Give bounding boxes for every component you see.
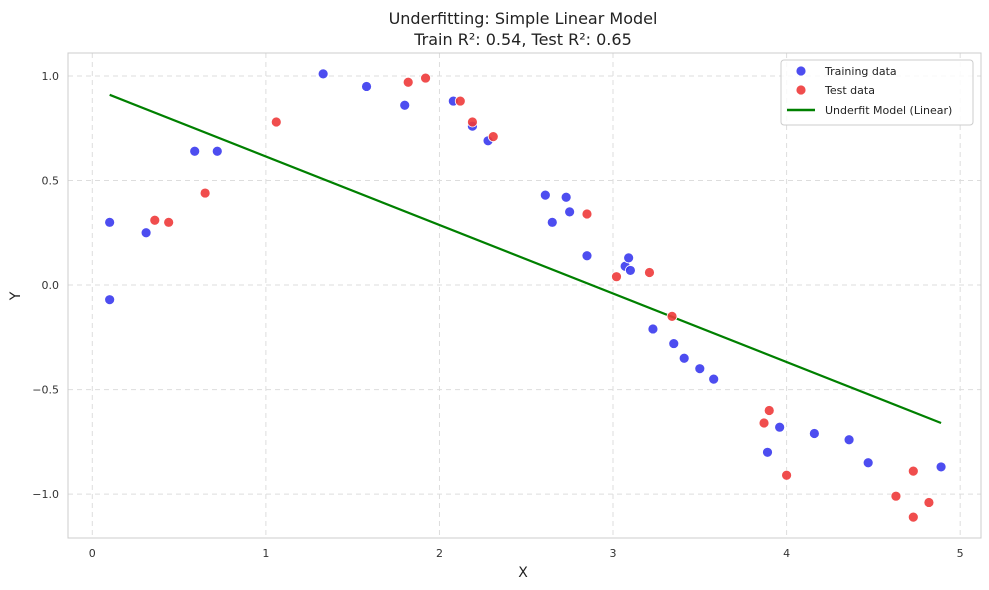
training-point: [935, 461, 947, 473]
test-point: [149, 214, 161, 226]
scatter-points: [104, 68, 947, 523]
training-point: [581, 250, 593, 262]
test-point: [763, 405, 775, 416]
training-point: [862, 457, 874, 469]
chart-title: Underfitting: Simple Linear Model: [389, 9, 658, 28]
test-point: [781, 469, 792, 481]
x-tick-label: 3: [610, 547, 617, 560]
training-point: [361, 81, 372, 92]
training-point: [539, 189, 551, 201]
legend-test-marker: [795, 84, 807, 96]
test-point: [467, 116, 478, 128]
test-point: [581, 208, 593, 220]
training-point: [774, 421, 786, 433]
training-point: [560, 191, 572, 203]
training-point: [668, 338, 680, 349]
test-point: [163, 216, 175, 228]
test-point: [907, 465, 919, 477]
legend-box: [780, 59, 974, 126]
training-point: [678, 352, 690, 364]
test-point: [644, 267, 655, 278]
tick-labels: 0 1 2 3 4 5 1.0 0.5 0.0 −0.5 −1.0: [32, 70, 963, 560]
test-point: [907, 511, 919, 523]
training-point: [564, 206, 576, 218]
training-point: [694, 363, 706, 375]
x-tick-label: 1: [262, 547, 269, 560]
training-point: [843, 434, 855, 446]
training-point: [104, 216, 116, 228]
legend-test-label: Test data: [824, 84, 875, 97]
training-point: [104, 294, 116, 306]
y-axis-label: Y: [8, 291, 24, 301]
plot-area-frame: [67, 52, 982, 539]
y-tick-label: 0.5: [42, 175, 60, 188]
test-point: [487, 131, 499, 143]
training-point: [647, 323, 659, 335]
training-point: [708, 373, 720, 385]
test-point: [402, 76, 414, 88]
grid: [68, 53, 981, 538]
training-point: [317, 68, 329, 80]
legend-model-label: Underfit Model (Linear): [825, 104, 952, 117]
y-tick-label: 0.0: [42, 279, 60, 292]
model-line-layer: [109, 93, 942, 425]
y-tick-label: −1.0: [32, 488, 59, 501]
y-tick-label: 1.0: [42, 70, 60, 83]
chart-subtitle: Train R²: 0.54, Test R²: 0.65: [413, 30, 632, 49]
training-point: [399, 99, 411, 111]
x-tick-label: 2: [436, 547, 443, 560]
x-axis-label: X: [518, 565, 528, 581]
training-point: [623, 252, 635, 264]
test-point: [420, 72, 431, 84]
x-tick-label: 0: [89, 547, 96, 560]
training-point: [140, 227, 152, 239]
training-point: [808, 428, 820, 439]
training-point: [189, 145, 201, 157]
test-point: [666, 311, 678, 322]
x-tick-label: 5: [957, 547, 964, 560]
legend: Training data Test data Underfit Model (…: [780, 59, 974, 126]
training-point: [546, 216, 558, 228]
test-point: [923, 497, 935, 508]
training-point: [624, 265, 636, 276]
training-point: [211, 145, 223, 157]
test-point: [611, 271, 622, 283]
training-point: [762, 446, 773, 458]
legend-training-label: Training data: [824, 65, 897, 78]
test-point: [199, 187, 211, 199]
x-tick-label: 4: [783, 547, 790, 560]
test-point: [270, 116, 282, 128]
y-tick-label: −0.5: [32, 384, 59, 397]
model-line: [109, 93, 942, 425]
test-point: [454, 95, 466, 107]
test-point: [758, 417, 770, 429]
test-point: [890, 490, 902, 502]
legend-training-marker: [795, 65, 807, 77]
